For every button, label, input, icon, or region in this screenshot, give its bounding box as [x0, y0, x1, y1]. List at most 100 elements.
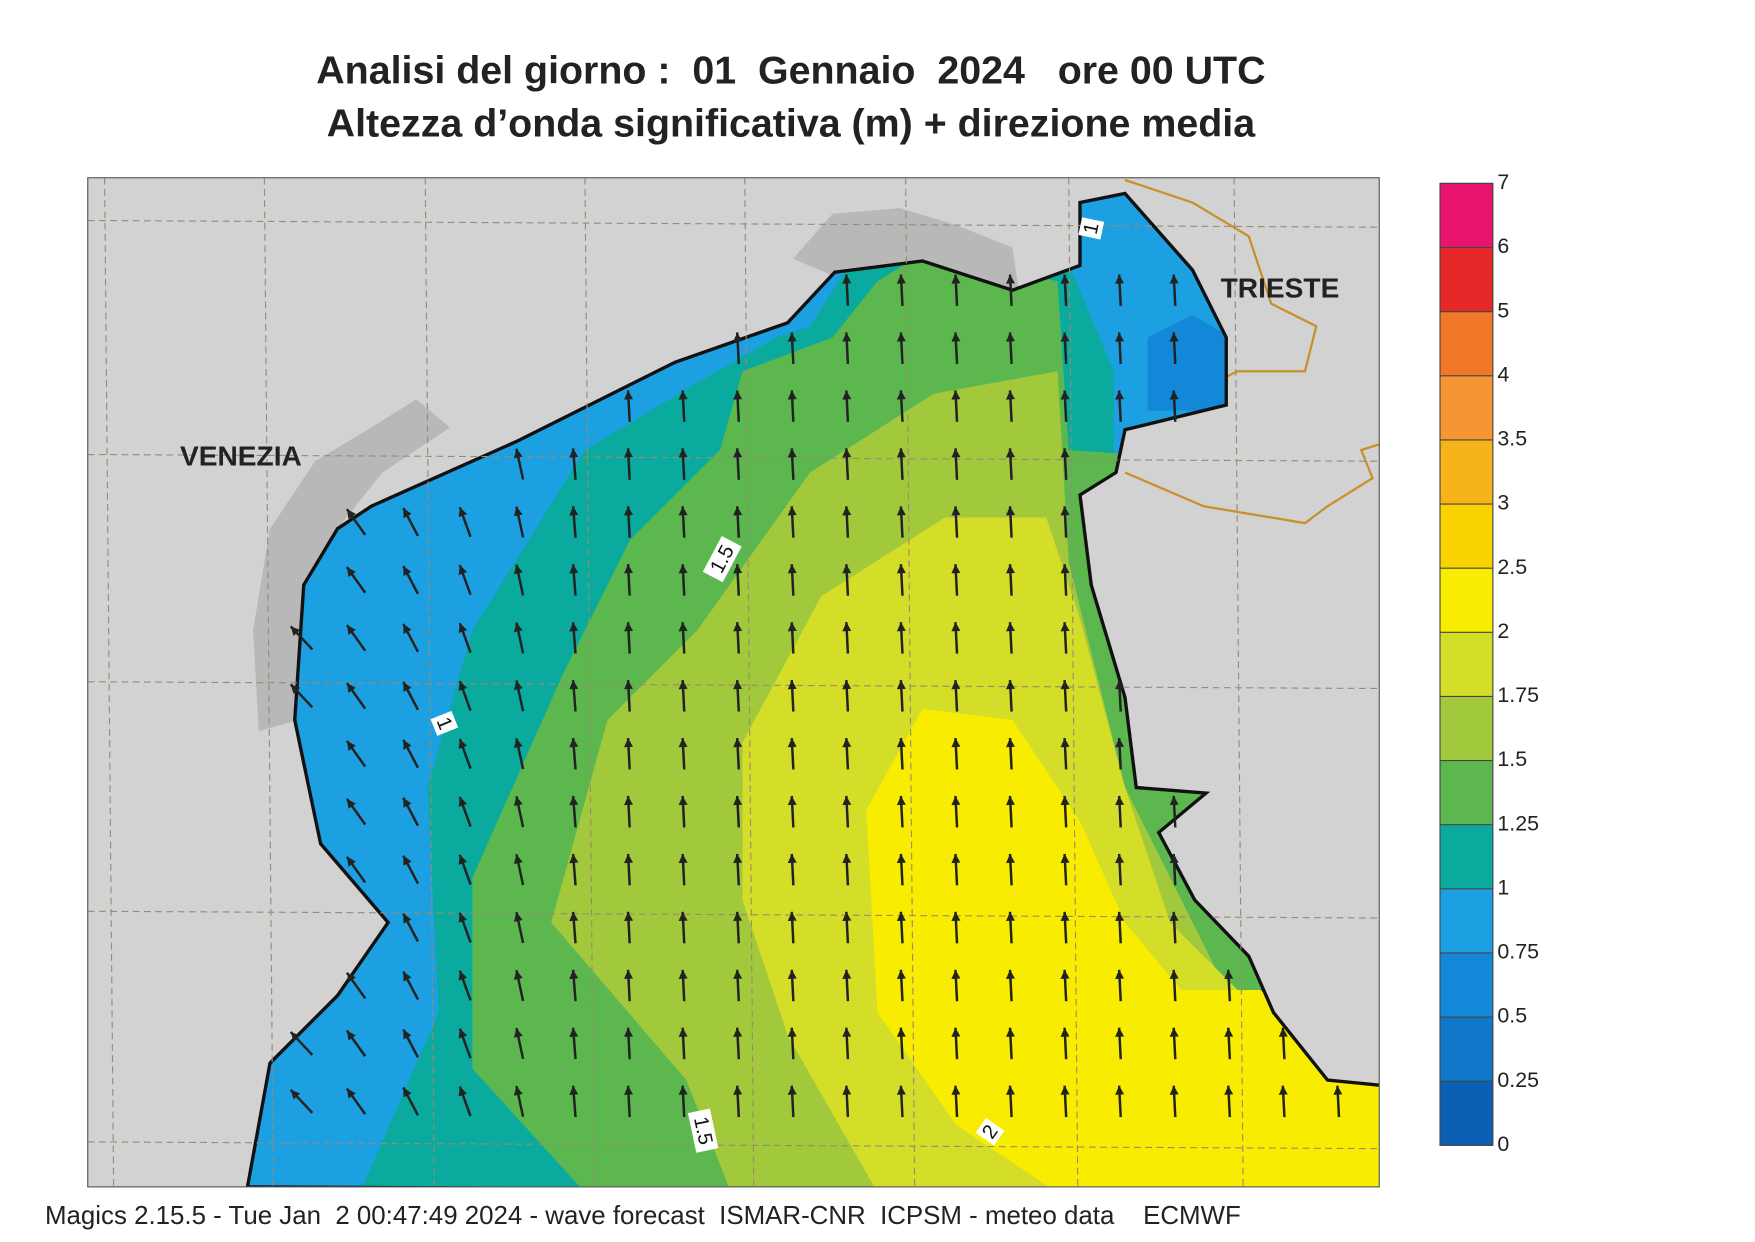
arrow-head: [403, 508, 412, 519]
arrow-head: [787, 680, 797, 690]
legend-label: 4: [1497, 362, 1509, 386]
arrow-head: [733, 390, 743, 400]
arrow-head: [458, 1086, 468, 1097]
arrow-head: [403, 855, 412, 866]
legend-band: [1440, 247, 1493, 312]
legend-label: 0.25: [1497, 1068, 1539, 1092]
arrow-head: [513, 1028, 523, 1038]
arrow-head: [1005, 274, 1015, 284]
arrow-head: [678, 390, 688, 400]
arrow-head: [1115, 738, 1125, 748]
arrow-head: [513, 912, 523, 922]
arrow-head: [624, 1085, 634, 1095]
arrow-head: [896, 969, 906, 979]
arrow-head: [458, 1028, 468, 1039]
arrow-head: [569, 680, 579, 690]
arrow-head: [1333, 1085, 1343, 1095]
arrow-head: [787, 911, 797, 922]
arrow-head: [951, 1085, 961, 1095]
arrow-head: [624, 564, 634, 574]
arrow-head: [290, 626, 301, 637]
arrow-head: [896, 622, 906, 632]
arrow-head: [1005, 1085, 1015, 1095]
arrow-head: [678, 506, 688, 516]
arrow-head: [346, 1088, 356, 1099]
arrow-head: [1060, 1085, 1070, 1095]
arrow-head: [787, 622, 797, 632]
arrow-head: [951, 390, 961, 400]
arrow-head: [842, 332, 852, 342]
arrow-head: [458, 738, 468, 749]
arrow-head: [842, 564, 852, 574]
arrow-head: [733, 969, 743, 979]
arrow-head: [1060, 853, 1070, 864]
arrow-head: [458, 623, 468, 634]
arrow-head: [624, 795, 634, 806]
legend-band: [1440, 375, 1493, 440]
legend-label: 1.5: [1497, 747, 1527, 771]
legend-label: 1.75: [1497, 683, 1539, 707]
arrow-head: [1115, 680, 1125, 690]
arrow-head: [896, 680, 906, 690]
arrow-head: [569, 911, 579, 922]
coastline: [245, 191, 1380, 1187]
arrow-head: [1169, 911, 1179, 922]
arrow-head: [458, 970, 468, 981]
contour-label-bg: [702, 535, 742, 583]
arrow-head: [951, 622, 961, 632]
arrow-head: [290, 1031, 301, 1042]
arrow-head: [403, 565, 412, 577]
contour-label: 2: [975, 1117, 1005, 1146]
arrow-head: [1115, 969, 1125, 979]
arrow-head: [842, 853, 852, 864]
arrow-head: [951, 1027, 961, 1037]
arrow-head: [513, 854, 523, 864]
arrow-head: [1224, 1085, 1234, 1095]
arrow-head: [1060, 738, 1070, 748]
arrow-head: [733, 448, 743, 458]
arrow-head: [678, 448, 688, 458]
arrow-head: [1169, 795, 1179, 806]
arrow-head: [896, 738, 906, 748]
arrow-head: [513, 738, 523, 749]
arrow-head: [1060, 1027, 1070, 1037]
wave-band: [866, 708, 1380, 1187]
arrow-head: [1060, 332, 1070, 342]
arrow-head: [787, 795, 797, 806]
contour-label-bg: [975, 1117, 1005, 1146]
legend-band: [1440, 568, 1493, 633]
graticule: [87, 1141, 1380, 1150]
legend-label: 3: [1497, 491, 1509, 515]
contour-label: 1: [430, 710, 459, 736]
arrow-head: [346, 798, 356, 809]
arrow-head: [1005, 969, 1015, 979]
arrow-head: [787, 738, 797, 748]
arrow-head: [346, 625, 356, 635]
arrow-head: [842, 911, 852, 922]
arrow-head: [733, 506, 743, 516]
arrow-head: [733, 564, 743, 574]
arrow-head: [1005, 506, 1015, 516]
arrow-head: [624, 448, 634, 458]
legend-label: 2: [1497, 619, 1509, 643]
arrow-head: [1060, 911, 1070, 922]
arrow-head: [346, 740, 356, 751]
arrow-head: [842, 622, 852, 632]
arrow-head: [733, 680, 743, 690]
arrow-head: [842, 680, 852, 690]
arrow-head: [842, 738, 852, 748]
arrow-head: [403, 797, 412, 808]
arrow-head: [1060, 969, 1070, 979]
contour-label-text: 1: [1080, 221, 1104, 237]
arrow-head: [896, 911, 906, 922]
wave-band: [1147, 315, 1232, 411]
arrow-head: [1115, 390, 1125, 400]
graticule: [87, 681, 1380, 690]
legend-label: 7: [1497, 170, 1509, 194]
border: [1124, 178, 1380, 525]
arrow-head: [513, 564, 523, 575]
arrow-head: [1115, 795, 1125, 806]
arrow-head: [458, 681, 468, 691]
arrow-head: [624, 911, 634, 922]
legend-band: [1440, 183, 1493, 248]
